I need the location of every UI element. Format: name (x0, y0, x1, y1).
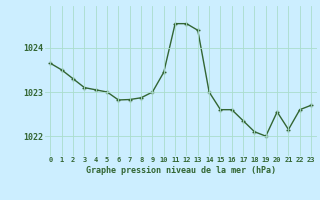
X-axis label: Graphe pression niveau de la mer (hPa): Graphe pression niveau de la mer (hPa) (86, 166, 276, 175)
